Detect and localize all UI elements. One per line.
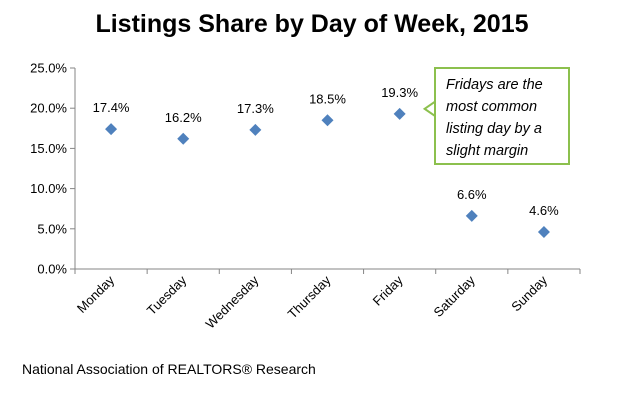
data-point-saturday — [465, 209, 478, 222]
x-tick-label: Sunday — [508, 272, 550, 314]
x-tick-label: Friday — [370, 272, 406, 308]
data-label-sunday: 4.6% — [529, 203, 559, 218]
x-tick-label: Saturday — [430, 272, 478, 320]
data-point-friday — [393, 107, 406, 120]
data-point-thursday — [321, 114, 334, 127]
data-label-tuesday: 16.2% — [165, 110, 202, 125]
x-tick-label: Monday — [74, 272, 118, 316]
data-label-monday: 17.4% — [93, 100, 130, 115]
data-label-friday: 19.3% — [381, 85, 418, 100]
callout-annotation: Fridays are the most common listing day … — [434, 67, 570, 165]
y-tick-label: 5.0% — [37, 221, 67, 236]
data-points — [105, 107, 550, 239]
x-tick-label: Tuesday — [144, 272, 190, 318]
x-tick-label: Thursday — [285, 272, 334, 321]
chart-axes — [74, 68, 580, 270]
y-axis-ticks: 0.0% 5.0% 10.0% 15.0% 20.0% 25.0% — [30, 61, 75, 277]
data-point-sunday — [537, 226, 550, 239]
data-point-monday — [105, 123, 118, 136]
data-label-saturday: 6.6% — [457, 187, 487, 202]
data-label-thursday: 18.5% — [309, 91, 346, 106]
y-tick-label: 10.0% — [30, 181, 67, 196]
callout-text: Fridays are the most common listing day … — [446, 77, 543, 159]
data-label-wednesday: 17.3% — [237, 101, 274, 116]
x-axis-ticks: Monday Tuesday Wednesday Thursday Friday Satu… — [74, 269, 581, 332]
chart-title: Listings Share by Day of Week, 2015 — [95, 10, 529, 38]
y-tick-label: 25.0% — [30, 61, 67, 76]
y-tick-label: 0.0% — [37, 262, 67, 277]
data-point-wednesday — [249, 123, 262, 136]
data-point-tuesday — [177, 132, 190, 145]
y-tick-label: 15.0% — [30, 141, 67, 156]
y-tick-label: 20.0% — [30, 101, 67, 116]
data-labels: 17.4% 16.2% 17.3% 18.5% 19.3% 6.6% 4.6% — [93, 85, 560, 218]
x-tick-label: Wednesday — [202, 272, 261, 331]
source-note: National Association of REALTORS® Resear… — [22, 361, 316, 377]
